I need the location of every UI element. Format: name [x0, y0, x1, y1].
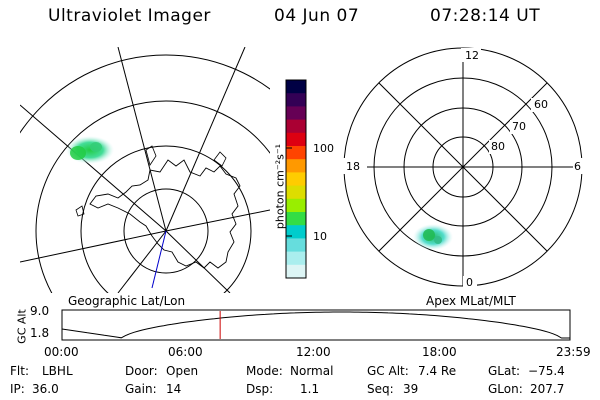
timeline-tick-0000: 00:00: [44, 345, 79, 359]
door-key: Door:: [125, 364, 158, 378]
colorbar-segment: [286, 106, 306, 121]
glat-value: −75.4: [528, 364, 565, 378]
colorbar-segment: [286, 198, 306, 213]
colorbar-segment: [286, 119, 306, 134]
timeline-ymax: 9.0: [30, 304, 50, 318]
colorbar-segment: [286, 264, 306, 279]
colorbar-tick-10: 10: [313, 230, 327, 243]
mlat-label-80: 80: [491, 140, 505, 153]
apex-label: Apex MLat/MLT: [426, 294, 516, 308]
door-value: Open: [166, 364, 199, 378]
dsp-key: Dsp:: [246, 382, 274, 396]
colorbar-segment: [286, 238, 306, 253]
glat-key: GLat:: [488, 364, 521, 378]
flt-key: Flt:: [10, 364, 29, 378]
altitude-curve: [61, 311, 570, 339]
dsp-value: 1.1: [300, 382, 320, 396]
magnetic-polar-grid: [343, 47, 583, 287]
mlt-label-0: 0: [466, 276, 473, 289]
glon-key: GLon:: [488, 382, 523, 396]
gain-key: Gain:: [125, 382, 157, 396]
gain-value: 14: [166, 382, 182, 396]
timeline-tick-2359: 23:59: [556, 345, 591, 359]
colorbar: [286, 80, 306, 279]
timeline-frame: [61, 309, 571, 341]
mlat-label-70: 70: [512, 120, 526, 133]
colorbar-segment: [286, 132, 306, 147]
mode-key: Mode:: [246, 364, 283, 378]
colorbar-segment: [286, 225, 306, 239]
glon-value: 207.7: [530, 382, 565, 396]
ip-value: 36.0: [32, 382, 59, 396]
colorbar-segment: [286, 80, 306, 94]
colorbar-segment: [286, 251, 306, 266]
timeline-tick-1800: 18:00: [422, 345, 457, 359]
mlat-label-60: 60: [534, 98, 548, 111]
ip-key: IP:: [10, 382, 25, 396]
aurora-core-mag-2: [434, 236, 442, 244]
colorbar-segment: [286, 159, 306, 173]
colorbar-segment: [286, 172, 306, 187]
timeline-ymin: 1.8: [30, 326, 50, 340]
timeline-ylabel: GC Alt: [15, 309, 29, 344]
gcalt-value: 7.4 Re: [418, 364, 457, 378]
geographic-label: Geographic Lat/Lon: [68, 294, 186, 308]
aurora-core-geo-2: [90, 142, 102, 152]
mlt-label-6: 6: [574, 160, 581, 173]
aurora-core-mag: [423, 229, 435, 241]
mlt-label-18: 18: [346, 160, 360, 173]
colorbar-segment: [286, 93, 306, 107]
colorbar-segment: [286, 146, 306, 160]
gcalt-key: GC Alt:: [367, 364, 409, 378]
colorbar-tick-100: 100: [313, 142, 334, 155]
aurora-core-geo: [70, 146, 86, 160]
date-label: 04 Jun 07: [274, 6, 360, 26]
mlt-label-12: 12: [465, 49, 479, 62]
mode-value: Normal: [290, 364, 334, 378]
colorbar-segment: [286, 212, 306, 226]
app-title: Ultraviolet Imager: [48, 6, 211, 26]
seq-value: 39: [403, 382, 419, 396]
colorbar-segment: [286, 185, 306, 200]
time-label: 07:28:14 UT: [430, 6, 541, 26]
geo-grid: [20, 47, 270, 293]
colorbar-unit-label: photon cm⁻²s⁻¹: [273, 143, 287, 230]
timeline-tick-0600: 06:00: [168, 345, 203, 359]
seq-key: Seq:: [367, 382, 394, 396]
flt-value: LBHL: [42, 364, 73, 378]
satellite-track: [151, 230, 167, 289]
timeline-tick-1200: 12:00: [296, 345, 331, 359]
